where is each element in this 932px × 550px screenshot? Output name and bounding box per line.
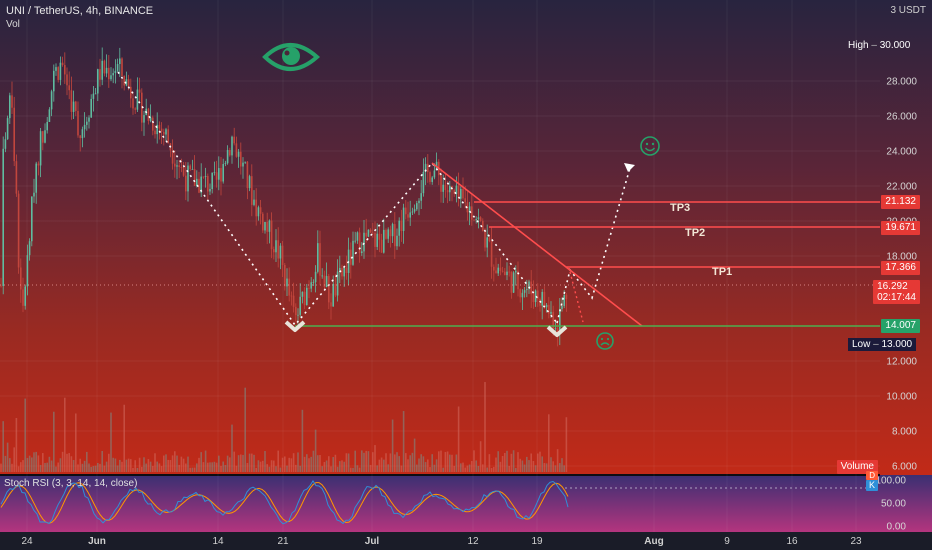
stoch-rsi-label[interactable]: Stoch RSI (3, 3, 14, 14, close) bbox=[4, 478, 138, 489]
rsi-axis[interactable]: 100.00 50.00 0.00 bbox=[875, 476, 906, 533]
drawing-annotations[interactable] bbox=[0, 71, 880, 489]
low-label: Low bbox=[852, 339, 871, 350]
candlestick-series bbox=[0, 47, 568, 347]
rsi-d-line bbox=[0, 482, 569, 524]
rsi-k-badge: K bbox=[865, 480, 878, 491]
price-tick-label: 18.000 bbox=[886, 252, 917, 263]
currency-label: 3 USDT bbox=[890, 5, 926, 16]
volume-bars bbox=[0, 382, 568, 472]
price-tick-label: 12.000 bbox=[886, 357, 917, 368]
price-tick-label: 24.000 bbox=[886, 147, 917, 158]
time-tick-label: 12 bbox=[467, 536, 479, 547]
projection-arrowhead bbox=[624, 163, 635, 172]
rsi-pane-background bbox=[0, 475, 932, 532]
tp3-label[interactable]: TP3 bbox=[670, 202, 691, 214]
rsi-d-badge: D bbox=[866, 471, 878, 480]
time-axis-background bbox=[0, 532, 932, 550]
price-tick-label: 28.000 bbox=[886, 77, 917, 88]
time-tick-label: Jul bbox=[365, 536, 380, 547]
high-value: 30.000 bbox=[879, 40, 911, 51]
price-tick-label: 6.000 bbox=[892, 462, 917, 473]
low-marker: Low – 13.000 bbox=[848, 338, 917, 351]
rsi-tick-label: 50.00 bbox=[881, 499, 906, 510]
stoch-rsi-lines bbox=[0, 479, 569, 525]
symbol-title[interactable]: UNI / TetherUS, 4h, BINANCE bbox=[6, 5, 154, 17]
time-tick-label: 14 bbox=[212, 536, 224, 547]
current-price-value: 16.292 bbox=[877, 281, 908, 292]
time-axis[interactable]: 24 Jun 14 21 Jul 12 19 Aug 9 16 23 bbox=[21, 536, 862, 547]
time-tick-label: Aug bbox=[644, 536, 663, 547]
price-tick-label: 26.000 bbox=[886, 112, 917, 123]
tp1-price-badge: 17.366 bbox=[881, 261, 920, 275]
descending-trendline[interactable] bbox=[431, 162, 643, 327]
eye-icon bbox=[262, 43, 321, 71]
rsi-tick-label: 100.00 bbox=[875, 476, 906, 487]
smiley-icon bbox=[640, 136, 660, 156]
low-value: 13.000 bbox=[881, 339, 913, 350]
current-price-badge: 16.292 02:17:44 bbox=[873, 280, 920, 304]
sad-face-icon bbox=[596, 332, 614, 350]
bullish-projection-line[interactable] bbox=[556, 167, 631, 324]
time-tick-label: 23 bbox=[850, 536, 862, 547]
tp3-price-badge: 21.132 bbox=[881, 195, 920, 209]
time-tick-label: 9 bbox=[724, 536, 730, 547]
time-tick-label: 16 bbox=[786, 536, 798, 547]
grid-lines bbox=[0, 0, 880, 532]
price-tick-label: 10.000 bbox=[886, 392, 917, 403]
time-tick-label: Jun bbox=[88, 536, 106, 547]
volume-badge: Volume bbox=[836, 460, 878, 474]
bottom-marker-right-icon bbox=[546, 325, 568, 337]
high-label: High bbox=[848, 40, 869, 51]
volume-indicator-label[interactable]: Vol bbox=[6, 19, 20, 30]
bottom-marker-left-icon bbox=[284, 320, 306, 332]
rsi-tick-label: 0.00 bbox=[887, 522, 907, 533]
main-pane-background bbox=[0, 0, 932, 475]
time-tick-label: 24 bbox=[21, 536, 33, 547]
time-tick-label: 19 bbox=[531, 536, 543, 547]
wave-pattern-line[interactable] bbox=[117, 71, 558, 327]
support-price-badge: 14.007 bbox=[881, 319, 920, 333]
tp1-label[interactable]: TP1 bbox=[712, 266, 733, 278]
tp2-price-badge: 19.671 bbox=[881, 221, 920, 235]
price-tick-label: 22.000 bbox=[886, 182, 917, 193]
time-tick-label: 21 bbox=[277, 536, 289, 547]
candle-countdown: 02:17:44 bbox=[877, 292, 916, 303]
high-marker: High – 30.000 bbox=[848, 40, 911, 51]
bearish-projection-line[interactable] bbox=[569, 271, 584, 323]
rsi-k-line bbox=[0, 479, 569, 525]
price-tick-label: 8.000 bbox=[892, 427, 917, 438]
tp2-label[interactable]: TP2 bbox=[685, 227, 706, 239]
